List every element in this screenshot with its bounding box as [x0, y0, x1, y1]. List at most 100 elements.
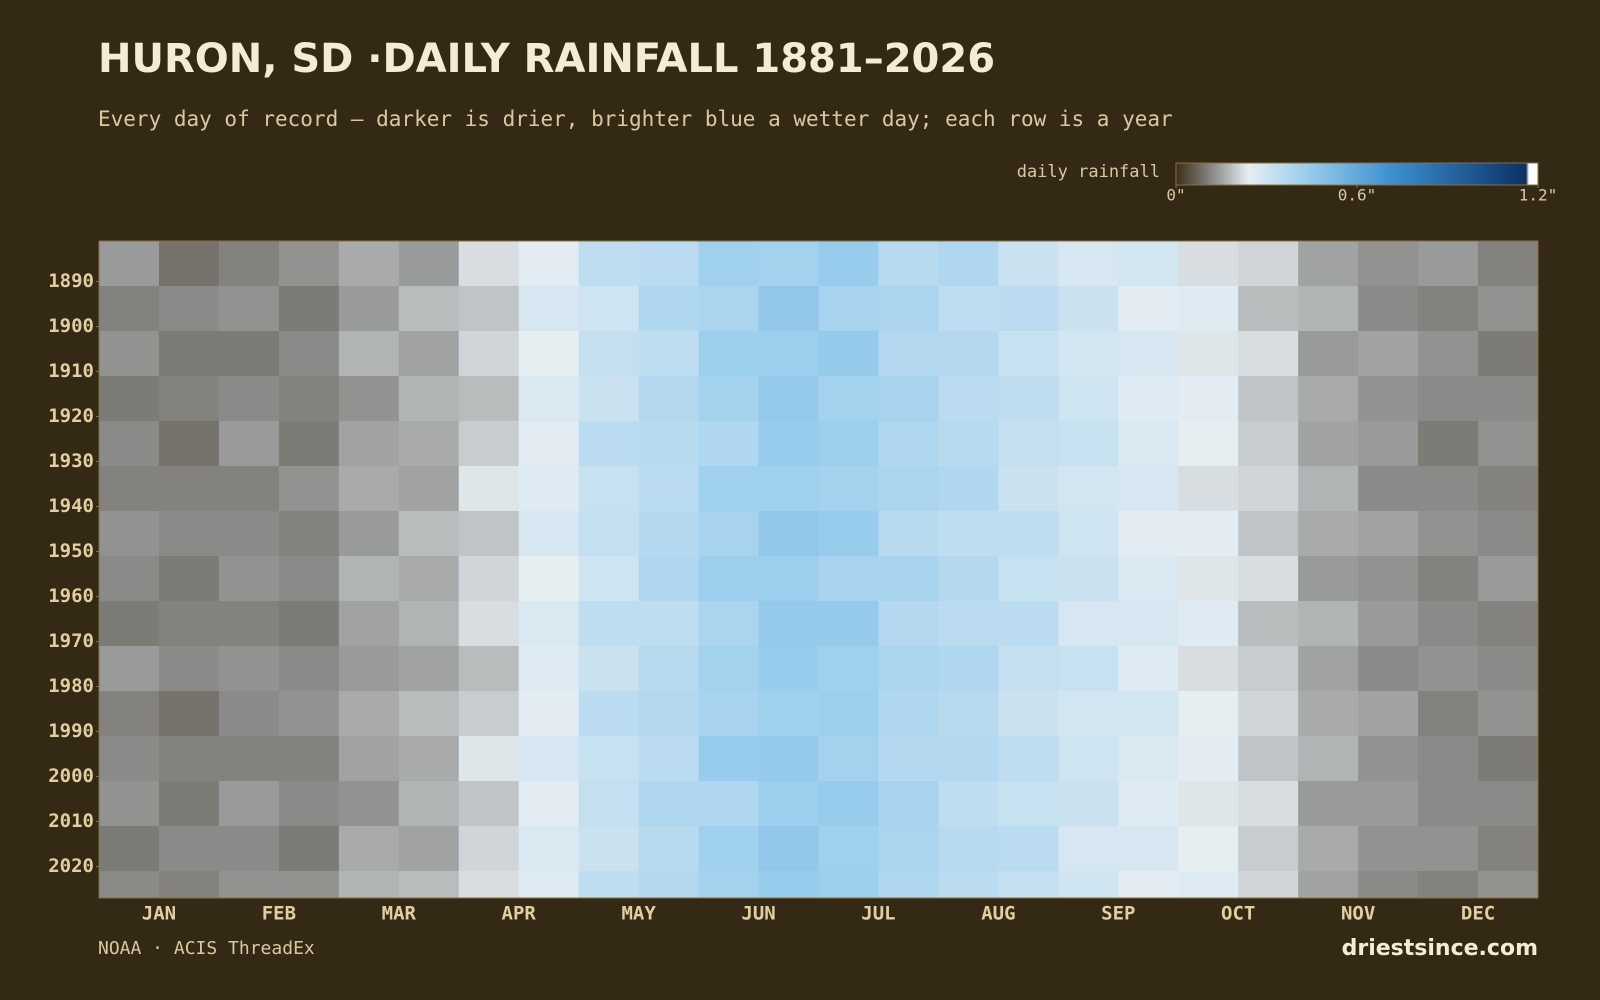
- cell: [1058, 376, 1119, 422]
- cell: [278, 511, 340, 557]
- x-tick-label: DEC: [1461, 903, 1495, 925]
- cell: [458, 781, 520, 827]
- cell: [998, 556, 1059, 602]
- cell: [398, 466, 460, 512]
- plot-frame: [98, 240, 1539, 899]
- cell: [1478, 871, 1539, 899]
- cell: [518, 241, 580, 287]
- cell: [698, 331, 760, 377]
- cell: [1058, 646, 1119, 692]
- cell: [578, 871, 640, 899]
- cell: [218, 466, 280, 512]
- cell: [758, 601, 819, 647]
- cell: [1298, 601, 1359, 647]
- cell: [938, 376, 999, 422]
- cell: [1358, 286, 1419, 332]
- cell: [218, 826, 280, 872]
- cell: [998, 511, 1059, 557]
- cell: [278, 871, 340, 899]
- cell: [518, 871, 580, 899]
- cell: [1298, 556, 1359, 602]
- cell: [878, 781, 939, 827]
- cell: [1238, 466, 1299, 512]
- cell: [1238, 826, 1299, 872]
- cell: [338, 601, 400, 647]
- cell: [1118, 781, 1179, 827]
- cell: [878, 376, 939, 422]
- cell: [878, 736, 939, 782]
- cell: [998, 331, 1059, 377]
- cell: [1478, 331, 1539, 377]
- cell: [758, 376, 819, 422]
- cell: [1418, 646, 1479, 692]
- cell: [818, 376, 879, 422]
- cell: [578, 511, 640, 557]
- cell: [278, 241, 340, 287]
- cell: [1358, 691, 1419, 737]
- cell: [1178, 286, 1239, 332]
- cell: [1058, 601, 1119, 647]
- cell: [758, 781, 819, 827]
- cell: [758, 286, 819, 332]
- cell: [758, 556, 819, 602]
- cell: [338, 691, 400, 737]
- cell: [1118, 556, 1179, 602]
- cell: [638, 466, 700, 512]
- cell: [1238, 871, 1299, 899]
- cell: [938, 511, 999, 557]
- cell: [1058, 466, 1119, 512]
- y-tick-label: 1900: [48, 315, 94, 337]
- cell: [758, 826, 819, 872]
- cell: [338, 466, 400, 512]
- cell: [1358, 871, 1419, 899]
- cell: [218, 691, 280, 737]
- cell: [878, 646, 939, 692]
- x-tick-label: AUG: [981, 903, 1015, 925]
- cell: [1118, 421, 1179, 467]
- cell: [758, 646, 819, 692]
- cell: [278, 781, 340, 827]
- cell: [158, 646, 220, 692]
- cell: [1118, 871, 1179, 899]
- cell: [278, 646, 340, 692]
- cell: [1358, 331, 1419, 377]
- cell: [638, 376, 700, 422]
- cell: [458, 691, 520, 737]
- cell: [698, 511, 760, 557]
- cell: [278, 331, 340, 377]
- cell: [458, 871, 520, 899]
- cell: [1238, 781, 1299, 827]
- cell: [1118, 331, 1179, 377]
- cell: [218, 601, 280, 647]
- cell: [1178, 826, 1239, 872]
- cell: [698, 601, 760, 647]
- cell: [998, 286, 1059, 332]
- cell: [1058, 736, 1119, 782]
- cell: [1238, 601, 1299, 647]
- cell: [1238, 646, 1299, 692]
- cell: [338, 511, 400, 557]
- cell: [1238, 691, 1299, 737]
- cell: [1178, 466, 1239, 512]
- cell: [878, 466, 939, 512]
- cell: [218, 421, 280, 467]
- x-tick-label: SEP: [1101, 903, 1135, 925]
- cell: [158, 781, 220, 827]
- cell: [218, 781, 280, 827]
- cell: [818, 646, 879, 692]
- x-tick-label: OCT: [1221, 903, 1255, 925]
- cell: [578, 691, 640, 737]
- cell: [99, 241, 160, 287]
- cell: [818, 421, 879, 467]
- cell: [99, 331, 160, 377]
- cell: [998, 826, 1059, 872]
- cell: [698, 466, 760, 512]
- cell: [158, 286, 220, 332]
- cell: [1298, 466, 1359, 512]
- y-tick-label: 1910: [48, 360, 94, 382]
- cell: [758, 331, 819, 377]
- cell: [1418, 871, 1479, 899]
- cell: [398, 736, 460, 782]
- cell: [218, 511, 280, 557]
- cell: [518, 421, 580, 467]
